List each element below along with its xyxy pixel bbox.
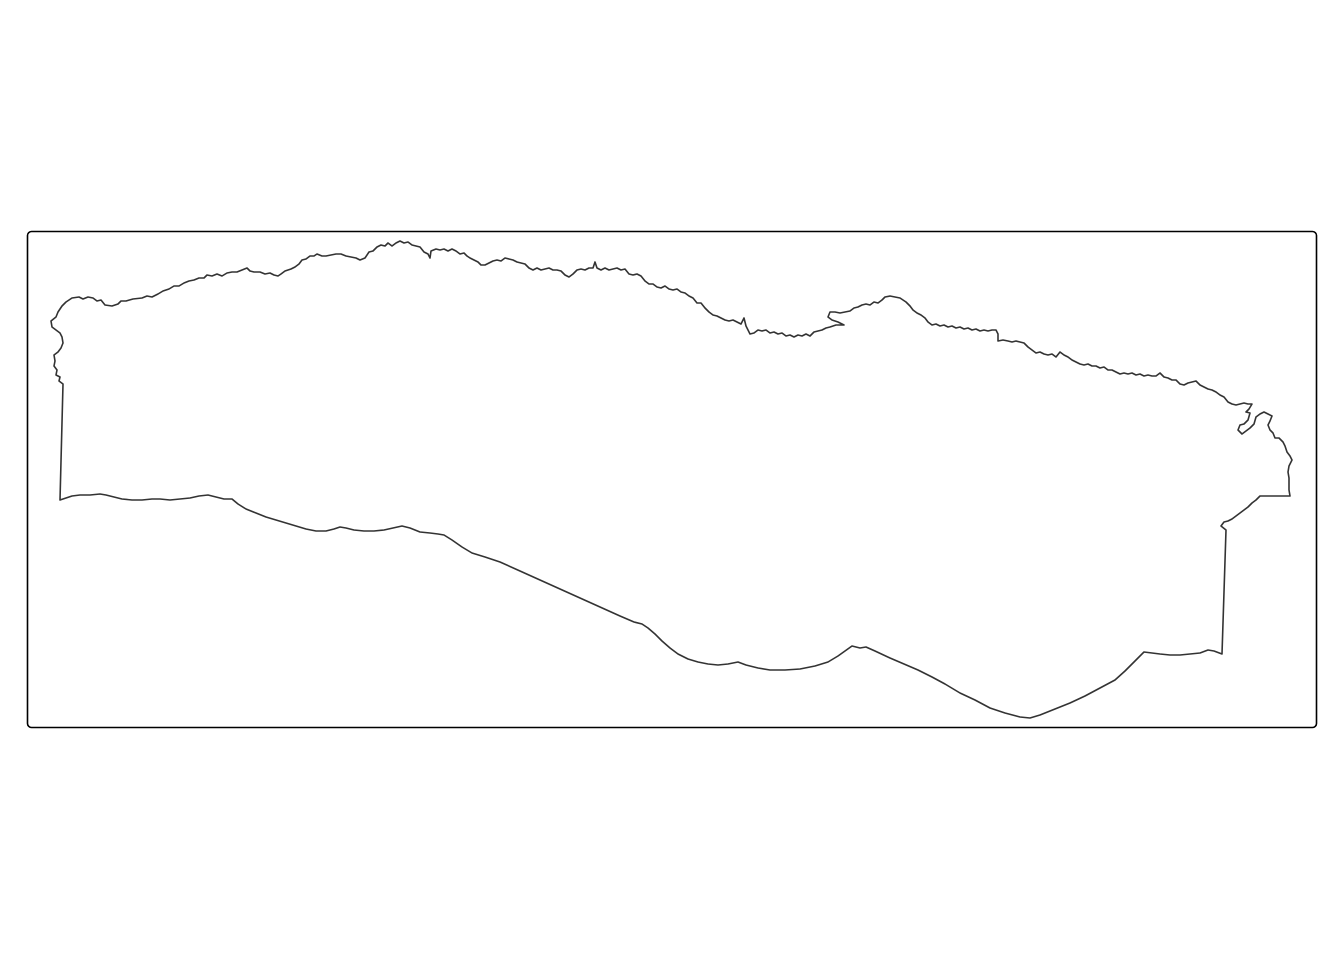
region-outline[interactable] bbox=[50, 240, 1293, 719]
